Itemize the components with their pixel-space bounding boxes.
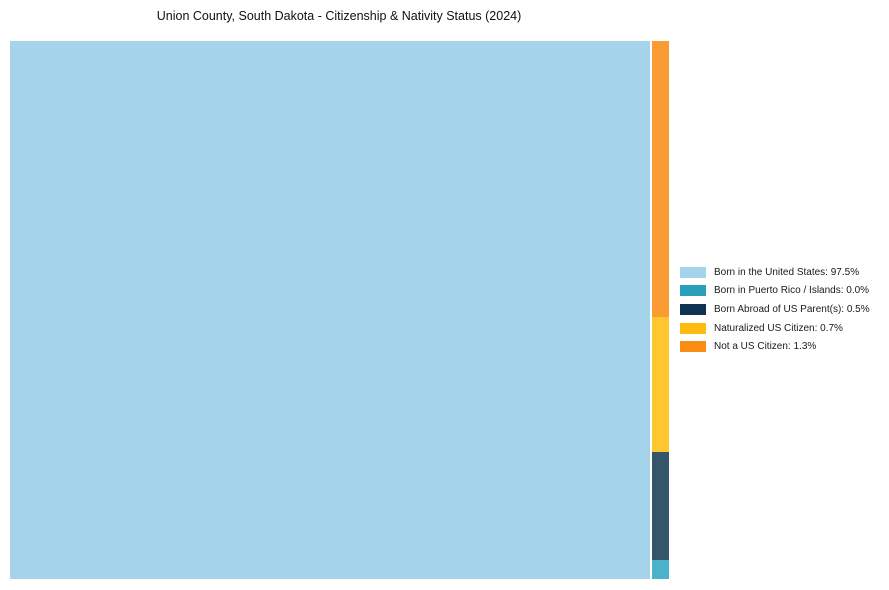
legend-swatch-not-a-us-citizen (680, 341, 706, 353)
treemap-rect-born-in-puerto-rico-islands (652, 560, 669, 579)
chart-title: Union County, South Dakota - Citizenship… (156, 9, 522, 23)
legend-label-not-a-us-citizen: Not a US Citizen: 1.3% (714, 341, 817, 353)
legend-swatch-born-abroad-of-us-parents (680, 303, 706, 315)
legend-label-born-abroad-of-us-parents: Born Abroad of US Parent(s): 0.5% (714, 303, 870, 315)
legend-swatch-naturalized-us-citizen (680, 322, 706, 334)
treemap-rect-naturalized-us-citizen (652, 317, 669, 452)
legend-label-naturalized-us-citizen: Naturalized US Citizen: 0.7% (714, 322, 843, 334)
legend: Born in the United States: 97.5% Born in… (680, 263, 870, 356)
legend-item-born-in-united-states: Born in the United States: 97.5% (680, 263, 870, 282)
legend-swatch-born-in-puerto-rico-islands (680, 285, 706, 297)
legend-item-naturalized-us-citizen: Naturalized US Citizen: 0.7% (680, 319, 870, 338)
treemap-minor-column (652, 41, 669, 579)
legend-label-born-in-puerto-rico-islands: Born in Puerto Rico / Islands: 0.0% (714, 285, 870, 297)
treemap-rect-not-a-us-citizen (652, 41, 669, 317)
treemap-rect-born-in-united-states (10, 41, 650, 579)
treemap-rect-born-abroad-of-us-parents (652, 452, 669, 560)
legend-item-born-in-puerto-rico-islands: Born in Puerto Rico / Islands: 0.0% (680, 282, 870, 301)
legend-item-born-abroad-of-us-parents: Born Abroad of US Parent(s): 0.5% (680, 300, 870, 319)
legend-swatch-born-in-united-states (680, 266, 706, 278)
legend-item-not-a-us-citizen: Not a US Citizen: 1.3% (680, 337, 870, 356)
legend-label-born-in-united-states: Born in the United States: 97.5% (714, 266, 860, 278)
treemap-plot (10, 41, 669, 579)
